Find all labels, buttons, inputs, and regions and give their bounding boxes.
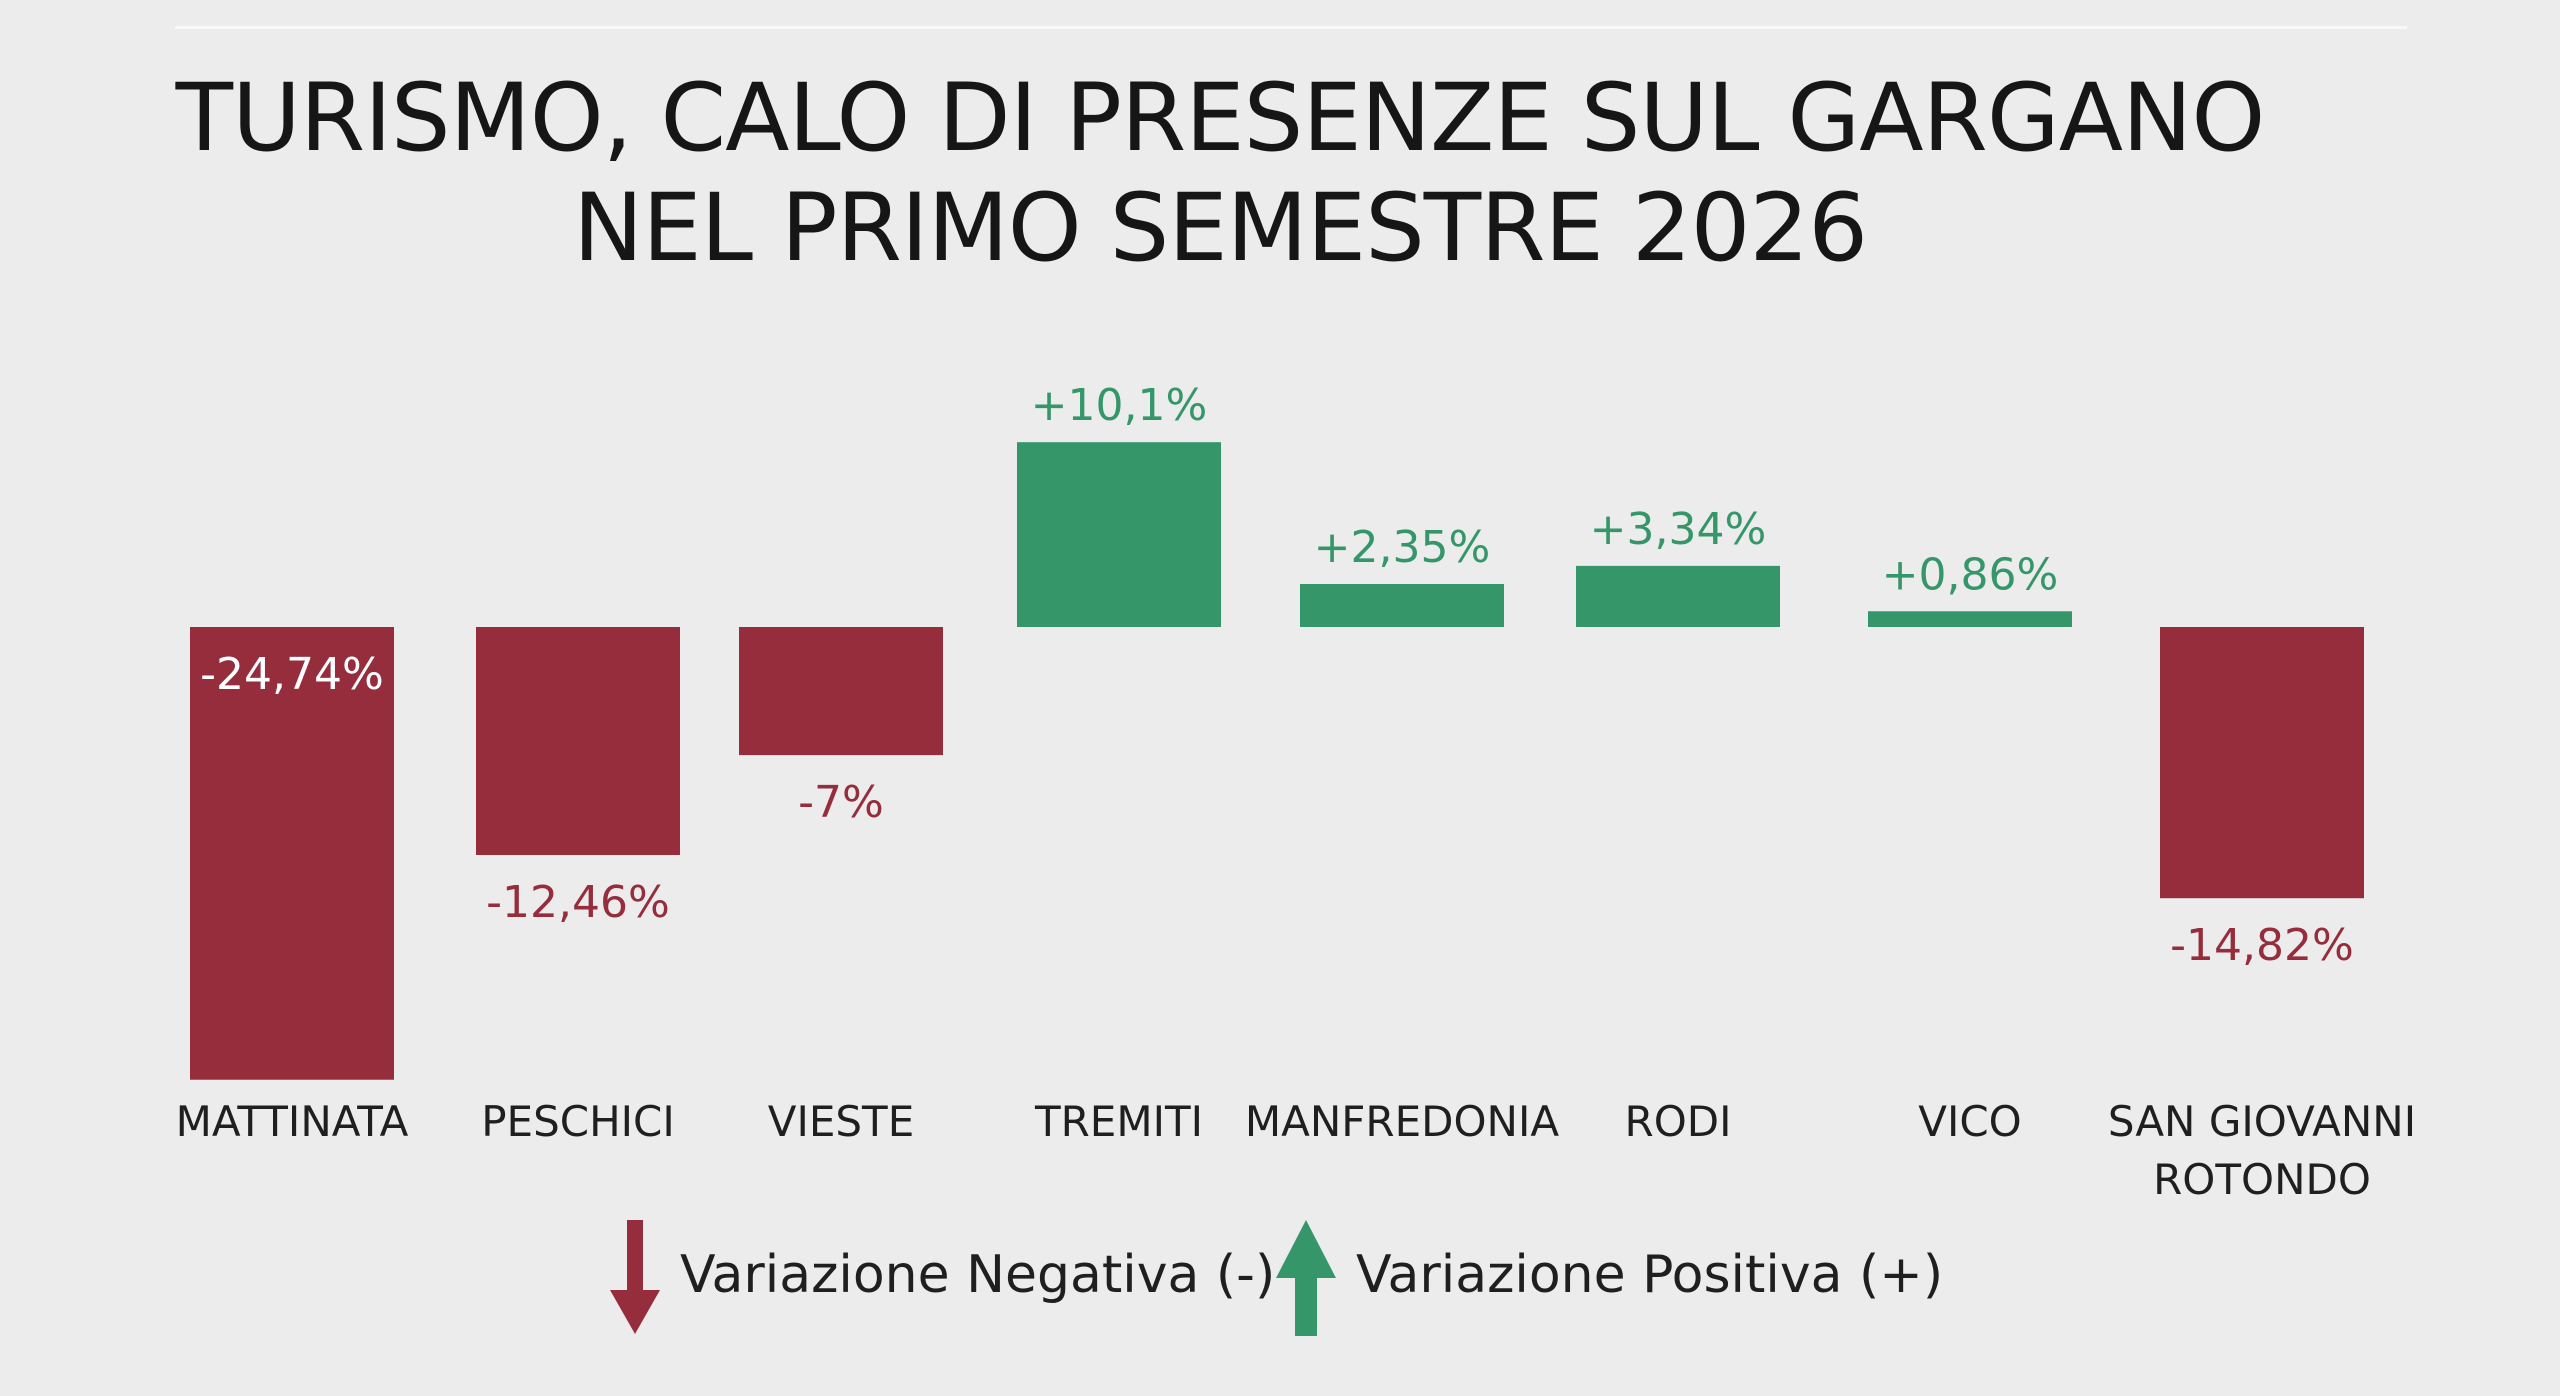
category-label-6: VICO — [1918, 1097, 2022, 1146]
category-labels-group: MATTINATA PESCHICI VIESTE TREMITI MANFREDONI… — [176, 1097, 2416, 1204]
data-label-2: -7% — [798, 777, 884, 828]
bar-1 — [476, 627, 680, 856]
legend-item-positive: Variazione Positiva (+) — [1276, 1220, 1943, 1336]
chart-title-line-2: NEL PRIMO SEMESTRE 2026 — [572, 174, 1868, 283]
arrow-up-icon — [1276, 1220, 1336, 1336]
data-label-0: -24,74% — [200, 649, 384, 700]
legend-label-positive: Variazione Positiva (+) — [1356, 1245, 1943, 1305]
data-label-1: -12,46% — [486, 877, 670, 928]
bar-2 — [739, 627, 943, 756]
chart-title-line-1: TURISMO, CALO DI PRESENZE SUL GARGANO — [175, 64, 2266, 173]
bar-4 — [1300, 583, 1504, 627]
category-label-1: PESCHICI — [481, 1097, 675, 1146]
category-label-2: VIESTE — [768, 1097, 915, 1146]
category-label-0: MATTINATA — [176, 1097, 409, 1146]
data-label-7: -14,82% — [2170, 920, 2354, 971]
data-label-6: +0,86% — [1882, 549, 2059, 600]
category-label-5: RODI — [1625, 1097, 1732, 1146]
data-label-3: +10,1% — [1031, 380, 1208, 431]
legend-label-negative: Variazione Negativa (-) — [680, 1245, 1275, 1305]
category-label-7-line-1: ROTONDO — [2153, 1155, 2371, 1204]
category-label-7-line-0: SAN GIOVANNI — [2108, 1097, 2416, 1146]
category-label-4: MANFREDONIA — [1245, 1097, 1559, 1146]
data-label-5: +3,34% — [1590, 504, 1767, 555]
bars-group — [190, 442, 2364, 1080]
category-label-3: TREMITI — [1034, 1097, 1203, 1146]
arrow-down-icon — [610, 1220, 660, 1334]
top-divider — [175, 26, 2407, 29]
legend-item-negative: Variazione Negativa (-) — [610, 1220, 1275, 1334]
data-label-4: +2,35% — [1314, 522, 1491, 573]
bar-6 — [1868, 611, 2072, 627]
bar-0 — [190, 627, 394, 1080]
legend: Variazione Negativa (-) Variazione Posit… — [610, 1220, 1943, 1336]
bar-7 — [2160, 627, 2364, 899]
data-labels-group: -24,74% -12,46% -7% +10,1% +2,35% +3,34% +0,86… — [200, 380, 2354, 971]
bar-3 — [1017, 442, 1221, 627]
bar-5 — [1576, 565, 1780, 627]
